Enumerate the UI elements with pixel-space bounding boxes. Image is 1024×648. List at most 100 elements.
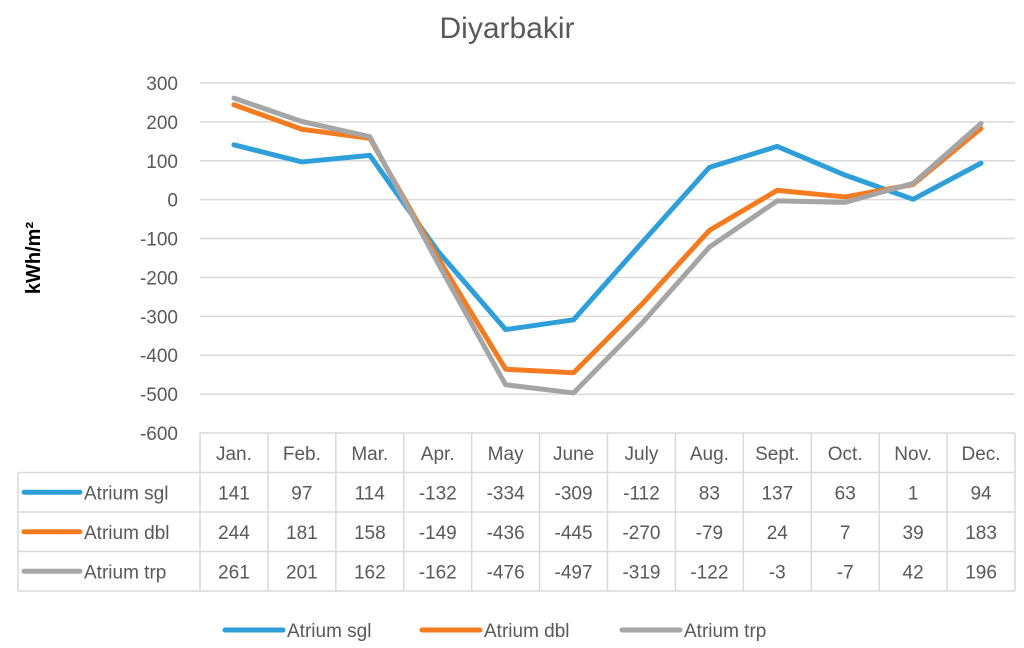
- data-label: -3: [769, 562, 786, 583]
- data-point-atrium-sgl: [368, 154, 371, 157]
- data-point-atrium-sgl: [844, 174, 847, 177]
- legend-label-atrium-sgl: Atrium sgl: [287, 621, 371, 642]
- data-label: 24: [767, 523, 789, 544]
- data-label: -79: [696, 523, 723, 544]
- data-point-atrium-dbl: [504, 368, 507, 371]
- data-point-atrium-trp: [844, 201, 847, 204]
- x-tick-label: Sept.: [755, 444, 799, 465]
- data-point-atrium-dbl: [708, 229, 711, 232]
- series-line-atrium-sgl: [231, 142, 984, 333]
- y-tick-label: 200: [146, 113, 178, 134]
- data-point-atrium-sgl: [436, 250, 439, 252]
- data-label: 1: [908, 483, 919, 504]
- x-tick-label: Aug.: [690, 444, 729, 465]
- data-label: -162: [419, 562, 457, 583]
- data-point-atrium-sgl: [232, 143, 235, 146]
- data-point-atrium-dbl: [844, 195, 847, 198]
- data-point-atrium-trp: [504, 383, 507, 386]
- data-point-atrium-dbl: [300, 128, 303, 131]
- data-label: -476: [487, 562, 525, 583]
- data-point-atrium-trp: [708, 246, 711, 249]
- data-point-atrium-dbl: [776, 189, 779, 192]
- data-point-atrium-dbl: [640, 303, 643, 306]
- x-tick-label: May: [488, 444, 524, 465]
- x-tick-label: June: [553, 444, 594, 465]
- table-series-name: Atrium trp: [84, 562, 166, 583]
- data-table: Jan. Feb. Mar. Apr. May June July Aug. Sept. Oct.…: [17, 432, 1016, 592]
- y-axis-label: kWh/m²: [23, 222, 45, 295]
- data-label: 244: [218, 523, 250, 544]
- data-label: -445: [555, 523, 593, 544]
- series-lines: [231, 95, 984, 396]
- data-label: -436: [487, 523, 525, 544]
- series-line-atrium-trp: [231, 95, 984, 396]
- data-label: 114: [355, 483, 386, 504]
- y-tick-label: -200: [140, 268, 178, 289]
- legend: Atrium sgl Atrium dbl Atrium trp: [222, 621, 766, 642]
- table-series-name: Atrium sgl: [84, 483, 168, 504]
- data-label: 181: [286, 523, 318, 544]
- data-point-atrium-trp: [640, 322, 643, 325]
- data-label: -132: [419, 483, 457, 504]
- data-label: 261: [218, 562, 250, 583]
- data-label: -112: [623, 483, 660, 504]
- data-point-atrium-sgl: [504, 328, 507, 331]
- x-tick-label: Apr.: [421, 444, 455, 465]
- data-label: 158: [354, 523, 386, 544]
- data-point-atrium-trp: [912, 182, 915, 185]
- y-tick-label: 300: [146, 74, 178, 95]
- data-point-atrium-trp: [980, 122, 983, 125]
- y-tick-label: -500: [140, 385, 178, 406]
- x-tick-label: Dec.: [962, 444, 1001, 465]
- data-point-atrium-dbl: [572, 371, 575, 374]
- data-point-atrium-trp: [776, 199, 779, 202]
- table-series-name: Atrium dbl: [84, 523, 170, 544]
- y-tick-label: -300: [140, 307, 178, 328]
- y-tick-label: -600: [140, 424, 178, 445]
- data-point-atrium-sgl: [572, 318, 575, 321]
- data-label: -7: [837, 562, 854, 583]
- data-point-atrium-dbl: [980, 127, 983, 130]
- data-point-atrium-trp: [436, 261, 439, 264]
- data-label: 39: [903, 523, 924, 544]
- data-label: -497: [555, 562, 593, 583]
- data-point-atrium-sgl: [708, 166, 711, 169]
- data-label: 83: [699, 483, 720, 504]
- data-point-atrium-sgl: [776, 145, 779, 148]
- data-label: -270: [622, 523, 660, 544]
- data-label: 141: [218, 483, 250, 504]
- data-label: 183: [965, 523, 997, 544]
- chart-title: Diyarbakir: [439, 12, 574, 45]
- data-label: 97: [291, 483, 312, 504]
- data-label: -122: [690, 562, 728, 583]
- data-point-atrium-sgl: [300, 160, 303, 163]
- data-point-atrium-sgl: [980, 162, 983, 165]
- data-label: -149: [419, 523, 457, 544]
- y-tick-label: -400: [140, 346, 178, 367]
- x-tick-label: Nov.: [894, 444, 932, 465]
- data-label: 196: [965, 562, 997, 583]
- x-tick-label: Jan.: [216, 444, 252, 465]
- data-point-atrium-dbl: [232, 103, 235, 106]
- data-point-atrium-sgl: [640, 242, 643, 245]
- data-label: 42: [903, 562, 924, 583]
- data-point-atrium-trp: [232, 97, 235, 100]
- legend-label-atrium-trp: Atrium trp: [684, 621, 766, 642]
- y-tick-label: -100: [140, 230, 178, 251]
- x-tick-label: Feb.: [283, 444, 321, 465]
- data-point-atrium-trp: [300, 120, 303, 123]
- data-label: 63: [835, 483, 856, 504]
- data-label: 137: [761, 483, 793, 504]
- x-tick-label: Mar.: [351, 444, 388, 465]
- data-label: -334: [487, 483, 525, 504]
- data-point-atrium-sgl: [912, 198, 915, 201]
- x-tick-label: July: [625, 444, 659, 465]
- data-label: -309: [555, 483, 593, 504]
- data-point-atrium-trp: [572, 391, 575, 394]
- y-axis-ticks: -600 -500 -400 -300 -200 -100 0 100 200 300: [140, 74, 178, 445]
- series-line-atrium-dbl: [231, 102, 984, 376]
- legend-label-atrium-dbl: Atrium dbl: [484, 621, 570, 642]
- y-tick-label: 0: [167, 191, 178, 212]
- data-point-atrium-trp: [368, 135, 371, 138]
